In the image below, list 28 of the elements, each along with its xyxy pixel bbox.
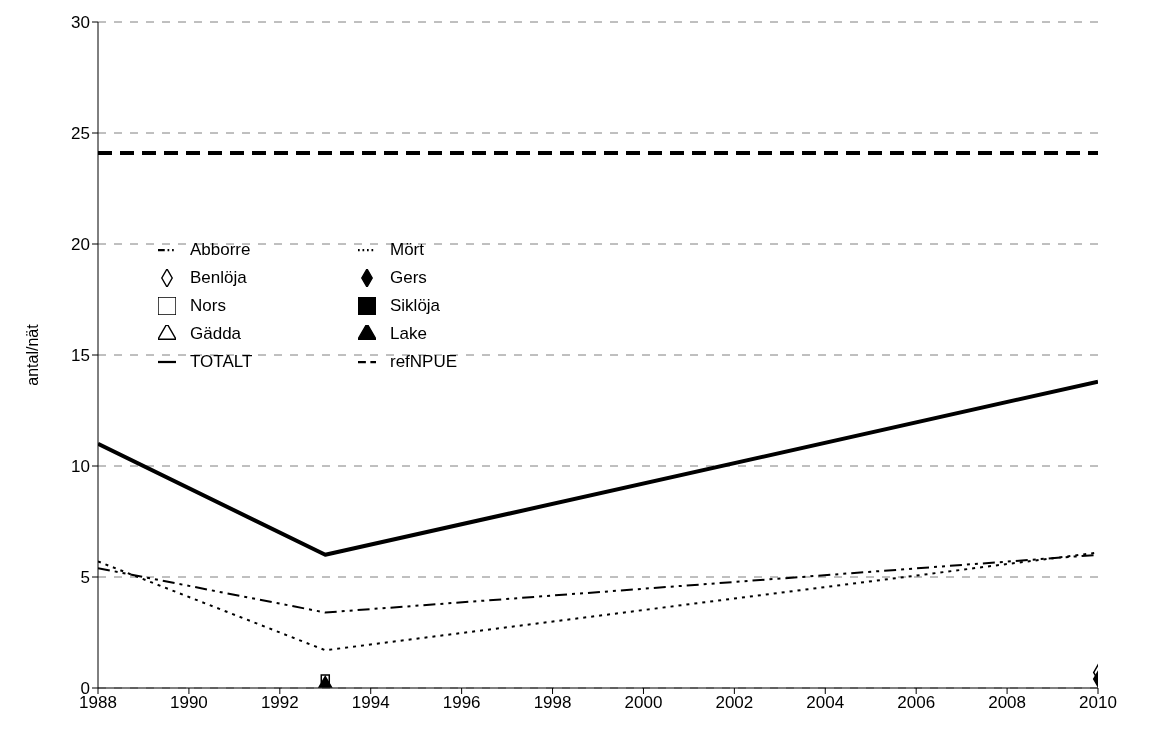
x-tick-label: 1996 (442, 693, 481, 713)
legend-label: refNPUE (390, 352, 458, 372)
x-tick-label: 2000 (624, 693, 663, 713)
legend-label: Siklöja (390, 296, 441, 316)
x-tick-label: 2008 (988, 693, 1027, 713)
x-tick-label: 2010 (1079, 693, 1117, 713)
y-tick-label: 20 (71, 235, 90, 255)
y-tick-label: 10 (71, 457, 90, 477)
y-axis-title: antal/nät (23, 323, 41, 386)
x-tick-label: 2006 (897, 693, 936, 713)
x-tick-label: 1992 (260, 693, 299, 713)
x-tick-label: 1998 (533, 693, 572, 713)
legend-label: TOTALT (190, 352, 253, 372)
y-tick-label: 25 (71, 124, 90, 144)
y-tick-label: 30 (71, 13, 90, 33)
x-tick-label: 2002 (715, 693, 754, 713)
y-tick-label: 15 (71, 346, 90, 366)
legend-label: Gers (390, 268, 427, 288)
legend-label: Nors (190, 296, 226, 316)
x-tick-label: 2004 (806, 693, 845, 713)
legend-label: Gädda (190, 324, 242, 344)
legend-label: Abborre (190, 240, 251, 260)
y-tick-label: 5 (80, 568, 90, 588)
x-tick-label: 1990 (170, 693, 208, 713)
x-tick-label: 1994 (351, 693, 390, 713)
legend-label: Mört (390, 240, 424, 260)
legend-label: Benlöja (190, 268, 247, 288)
legend-label: Lake (390, 324, 427, 344)
